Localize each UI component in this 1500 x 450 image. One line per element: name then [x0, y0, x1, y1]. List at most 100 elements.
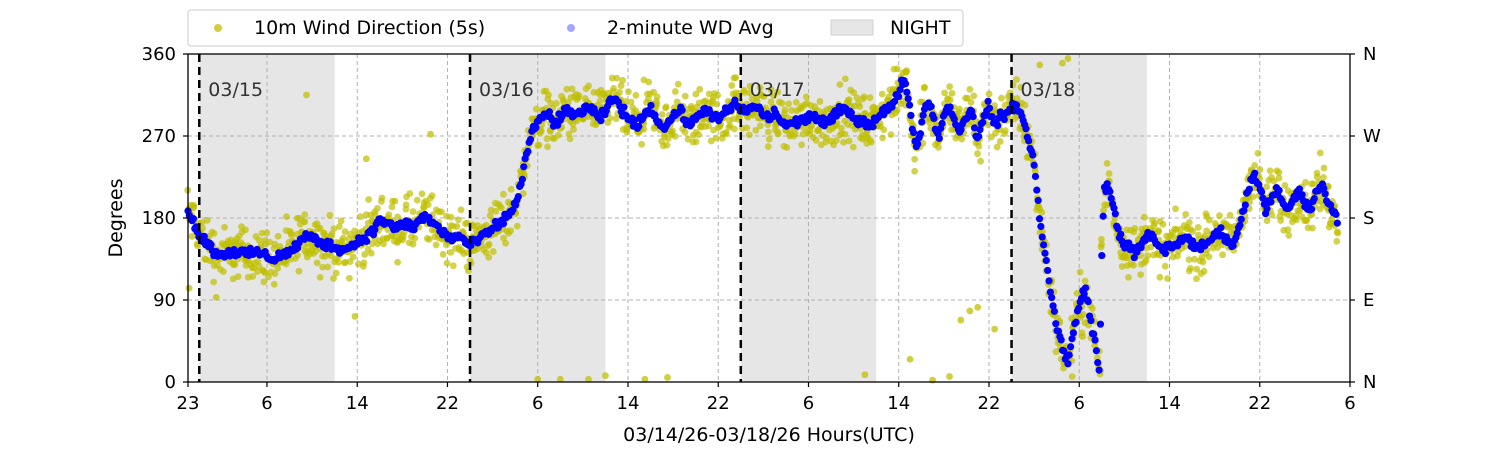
wind-5s-point [1159, 220, 1167, 228]
wind-avg-point [1263, 205, 1271, 213]
wind-avg-point [688, 120, 696, 128]
wind-avg-point [1332, 210, 1340, 218]
wind-avg-point [1054, 327, 1063, 335]
wind-5s-point [712, 134, 720, 142]
wind-5s-point [313, 259, 321, 267]
wind-5s-point [845, 96, 853, 103]
wind-5s-point [767, 86, 775, 93]
wind-avg-point [1161, 249, 1170, 258]
wind-avg-point [1081, 284, 1090, 292]
wind-5s-point [374, 204, 381, 212]
wind-avg-point [907, 111, 915, 120]
wind-5s-point [627, 98, 635, 106]
wind-5s-point [1103, 159, 1111, 167]
wind-5s-point [671, 88, 679, 95]
wind-5s-point [345, 274, 353, 282]
y-tick-label: 360 [142, 44, 176, 65]
wind-avg-point [970, 124, 979, 132]
wind-5s-point [1254, 149, 1262, 157]
wind-avg-point [1111, 210, 1119, 218]
wind-avg-layer [184, 76, 1341, 374]
wind-5s-point [486, 212, 494, 220]
wind-5s-point [1079, 311, 1087, 318]
y-tick-label: 270 [142, 126, 176, 147]
day-marker-label: 03/17 [750, 79, 805, 101]
wind-avg-point [1060, 347, 1068, 355]
wind-5s-point [996, 138, 1004, 145]
wind-avg-point [200, 232, 208, 240]
wind-avg-point [1052, 320, 1060, 328]
wind-5s-point [1182, 210, 1190, 218]
wind-5s-point [427, 130, 434, 138]
wind-5s-point [263, 229, 271, 237]
wind-5s-point [802, 93, 810, 101]
wind-5s-point [301, 211, 309, 218]
wind-5s-point [1161, 262, 1169, 270]
wind-5s-point [1185, 219, 1193, 226]
wind-5s-point [957, 316, 965, 324]
wind-5s-point [911, 167, 919, 175]
wind-5s-point [327, 252, 335, 260]
wind-5s-point [288, 231, 295, 239]
legend-night-swatch [830, 19, 874, 36]
wind-5s-point [948, 89, 956, 97]
x-tick-label: 22 [707, 393, 730, 414]
wind-5s-point [500, 234, 507, 242]
wind-5s-point [409, 240, 417, 248]
wind-avg-point [993, 122, 1002, 130]
wind-avg-point [1099, 212, 1107, 220]
wind-5s-point [612, 115, 620, 123]
wind-5s-point [1125, 273, 1132, 281]
wind-5s-point [337, 217, 345, 225]
wind-5s-point [568, 85, 576, 93]
wind-avg-point [905, 101, 914, 109]
wind-avg-point [207, 240, 215, 249]
wind-5s-point [919, 139, 927, 147]
wind-5s-point [987, 133, 995, 141]
wind-5s-point [1130, 261, 1137, 269]
wind-5s-point [453, 223, 461, 230]
wind-5s-point [822, 138, 830, 146]
wind-5s-point [270, 280, 278, 288]
wind-avg-point [1275, 186, 1283, 194]
wind-5s-point [274, 232, 282, 240]
wind-5s-point [1189, 227, 1197, 235]
wind-avg-point [1041, 249, 1049, 257]
wind-5s-point [189, 204, 197, 212]
wind-avg-point [935, 134, 943, 143]
wind-5s-point [489, 248, 497, 255]
wind-avg-point [1320, 184, 1328, 192]
wind-5s-point [692, 90, 700, 98]
wind-5s-point [255, 236, 263, 244]
wind-5s-point [532, 105, 540, 113]
wind-5s-point [570, 125, 577, 133]
wind-5s-point [500, 190, 507, 198]
wind-avg-point [1057, 336, 1065, 344]
wind-5s-point [613, 74, 621, 82]
wind-5s-point [1310, 180, 1318, 188]
wind-5s-point [638, 140, 646, 148]
wind-5s-point [1187, 265, 1194, 272]
wind-5s-point [367, 249, 375, 257]
wind-5s-point [1219, 251, 1226, 259]
wind-5s-point [991, 325, 999, 333]
wind-avg-point [930, 114, 938, 123]
wind-5s-point [1131, 224, 1139, 232]
wind-5s-point [357, 213, 364, 221]
wind-5s-point [841, 75, 849, 83]
wind-5s-point [341, 228, 349, 236]
wind-5s-point [622, 97, 629, 105]
wind-5s-point [841, 130, 849, 138]
wind-5s-point [760, 93, 768, 100]
wind-avg-point [1092, 347, 1100, 355]
wind-5s-point [663, 141, 671, 149]
wind-5s-point [921, 83, 928, 91]
wind-5s-point [220, 268, 227, 276]
y-right-tick-label: S [1363, 208, 1374, 229]
y-axis-label: Degrees [105, 178, 127, 257]
wind-5s-point [447, 249, 455, 256]
x-tick-label: 14 [617, 393, 640, 414]
x-tick-label: 22 [436, 393, 459, 414]
wind-5s-point [791, 130, 799, 138]
wind-5s-point [893, 106, 901, 114]
